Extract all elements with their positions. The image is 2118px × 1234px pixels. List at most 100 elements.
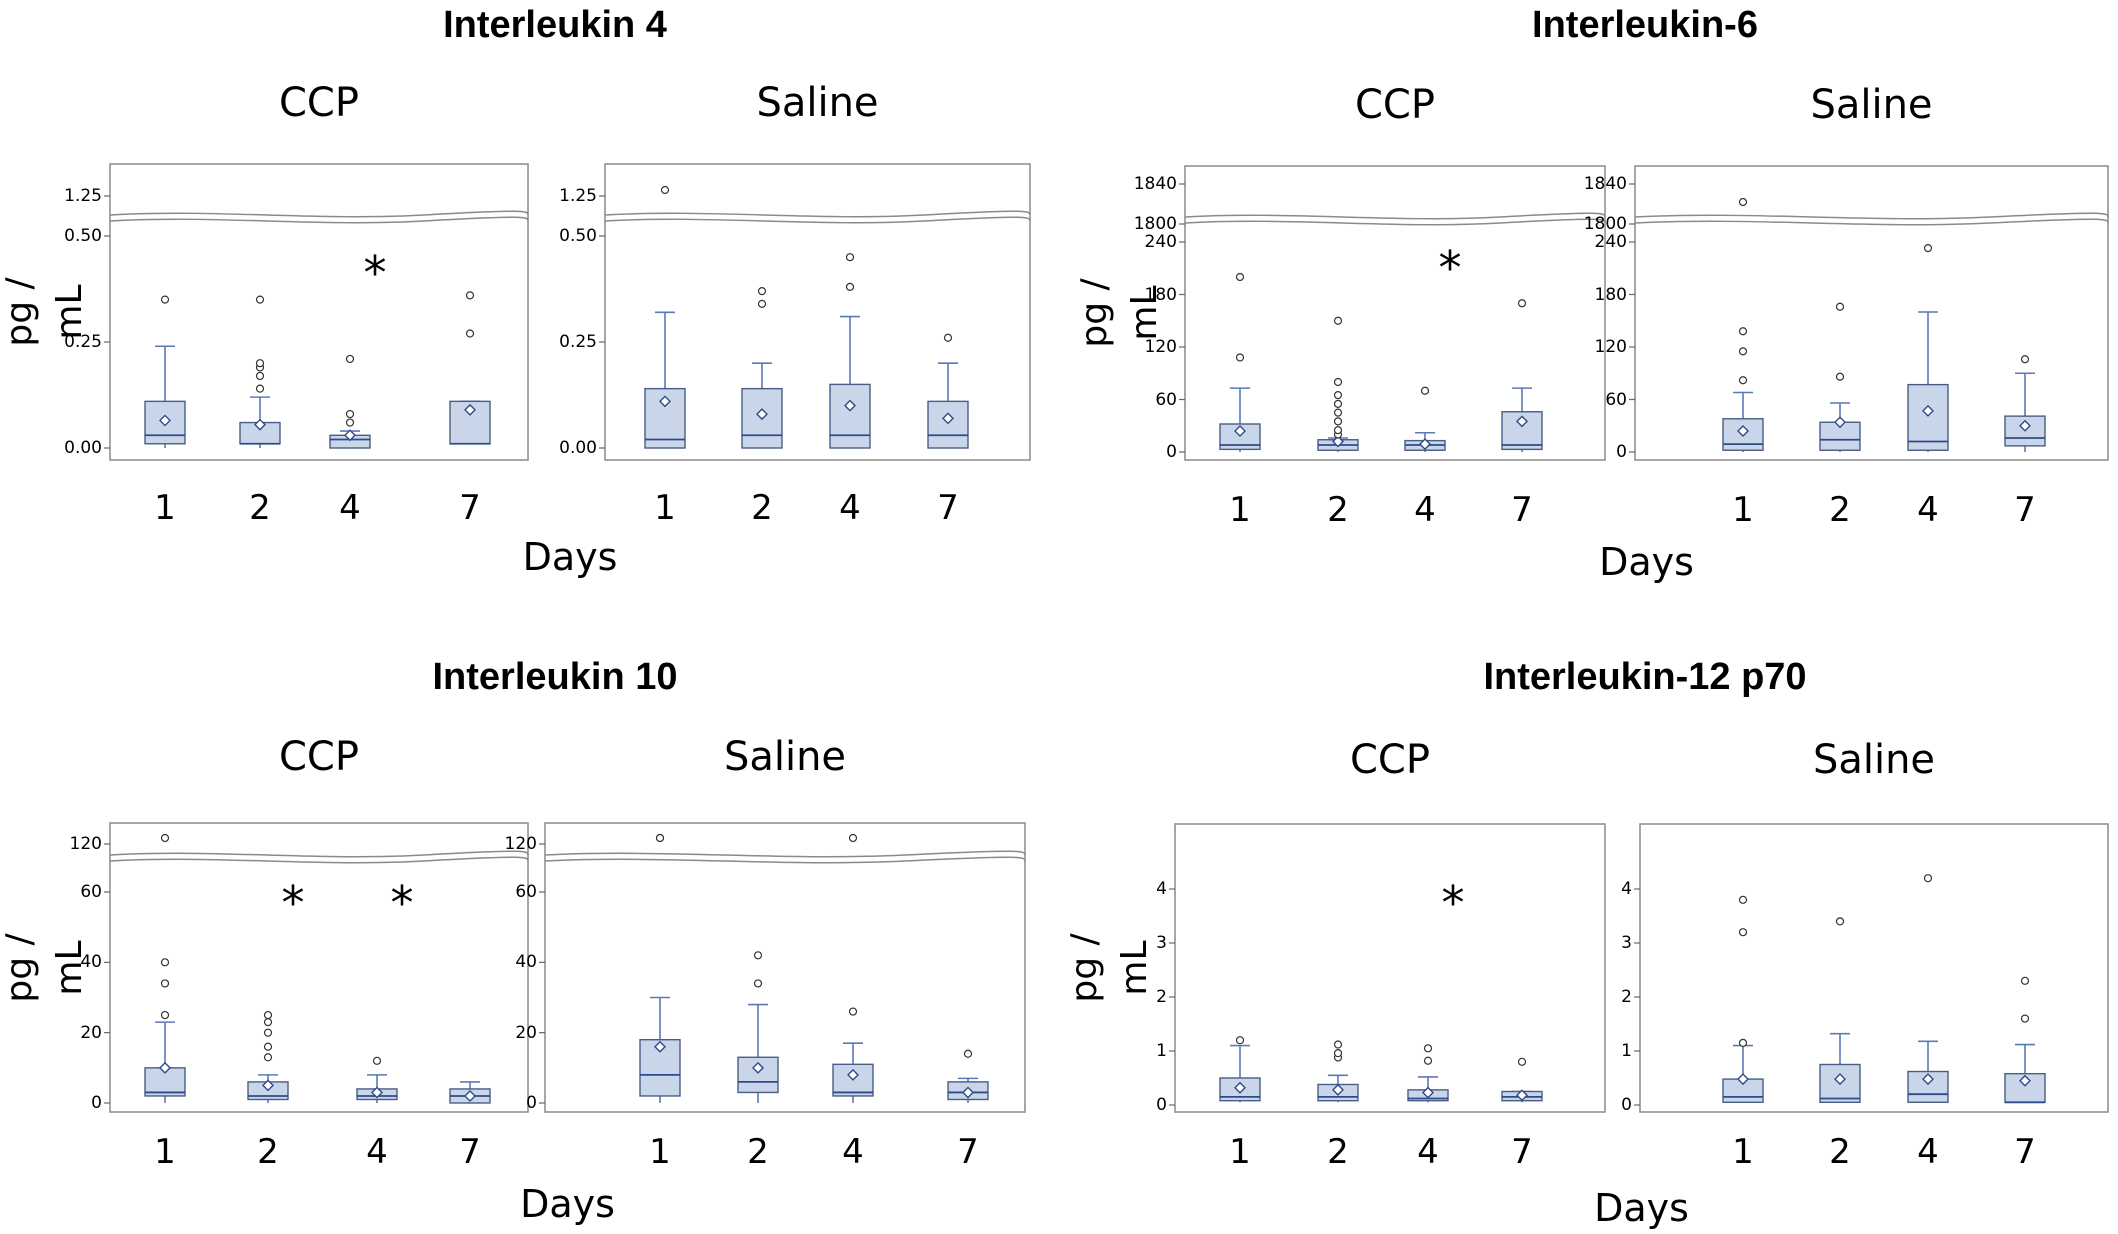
y-tick-label: 0 bbox=[1621, 1095, 1632, 1115]
mean-marker bbox=[1234, 425, 1246, 437]
significance-star: * bbox=[1438, 241, 1462, 295]
outlier-point bbox=[963, 1049, 973, 1058]
day-label: 1 bbox=[654, 488, 676, 528]
y-axis-label: pg / mL bbox=[1074, 278, 1165, 348]
box-4 bbox=[356, 1056, 398, 1103]
outlier-point bbox=[255, 371, 265, 381]
panel-frame bbox=[109, 822, 529, 1113]
mean-marker bbox=[159, 414, 171, 427]
axis-break-line bbox=[109, 850, 529, 858]
y-tick-label: 240 bbox=[1594, 232, 1627, 252]
outlier-point bbox=[2020, 976, 2030, 985]
box-7 bbox=[927, 333, 969, 449]
outlier-point bbox=[160, 958, 170, 967]
box-1 bbox=[644, 185, 686, 449]
outlier-point bbox=[1738, 895, 1748, 904]
chart-title: Interleukin 4 bbox=[443, 4, 667, 46]
outlier-point bbox=[160, 1010, 170, 1020]
outlier-point bbox=[345, 354, 355, 364]
box-2 bbox=[737, 951, 779, 1103]
day-label: 4 bbox=[1417, 1132, 1439, 1172]
mean-marker bbox=[1737, 425, 1749, 437]
box-2 bbox=[741, 287, 783, 449]
box-7 bbox=[1501, 1057, 1543, 1103]
outlier-point bbox=[1333, 391, 1343, 400]
day-label: 1 bbox=[1732, 1132, 1754, 1172]
mean-marker bbox=[254, 418, 266, 431]
mean-marker bbox=[659, 395, 671, 408]
y-tick-label: 180 bbox=[1594, 284, 1627, 305]
mean-marker bbox=[344, 429, 356, 442]
outlier-point bbox=[655, 833, 665, 843]
outlier-point bbox=[372, 1056, 382, 1065]
y-tick-label: 0 bbox=[526, 1093, 537, 1113]
outlier-point bbox=[263, 1053, 273, 1062]
outlier-point bbox=[1423, 1056, 1433, 1065]
mean-marker bbox=[1419, 438, 1431, 451]
box-7 bbox=[1501, 299, 1543, 452]
panel-title: CCP bbox=[279, 734, 359, 780]
panel-title: CCP bbox=[279, 80, 359, 126]
box-2 bbox=[1317, 1040, 1359, 1103]
y-tick-label: 120 bbox=[1594, 337, 1627, 357]
day-label: 2 bbox=[249, 488, 271, 528]
mean-marker bbox=[1737, 1073, 1749, 1086]
day-label: 4 bbox=[1917, 490, 1939, 530]
significance-star: * bbox=[363, 246, 387, 300]
panel-title: Saline bbox=[756, 80, 879, 126]
box-7 bbox=[449, 1081, 491, 1104]
outlier-point bbox=[1738, 376, 1748, 385]
panel-title: CCP bbox=[1355, 82, 1435, 128]
mean-marker bbox=[464, 1089, 476, 1102]
mean-marker bbox=[371, 1086, 383, 1099]
box-body bbox=[927, 400, 969, 449]
outlier-point bbox=[1333, 1049, 1343, 1058]
y-tick-label: 1 bbox=[1156, 1041, 1167, 1061]
day-label: 7 bbox=[1511, 1132, 1533, 1172]
significance-star: * bbox=[390, 876, 414, 930]
mean-marker bbox=[654, 1040, 666, 1053]
outlier-point bbox=[1333, 1040, 1343, 1049]
mean-marker bbox=[1834, 1073, 1846, 1086]
box-7 bbox=[449, 291, 491, 445]
y-tick-label: 40 bbox=[80, 952, 102, 973]
y-tick-label: 0.00 bbox=[64, 438, 102, 458]
outlier-point bbox=[1835, 372, 1845, 381]
axis-break-line bbox=[1634, 218, 2109, 226]
y-axis-label: pg / mL bbox=[1064, 933, 1155, 1003]
y-tick-label: 0.25 bbox=[559, 332, 597, 352]
y-tick-label: 120 bbox=[504, 834, 537, 854]
axis-break-line bbox=[109, 216, 529, 224]
box-4 bbox=[1407, 1044, 1449, 1103]
day-label: 2 bbox=[1829, 490, 1851, 530]
outlier-point bbox=[160, 979, 170, 988]
x-axis-label: Days bbox=[1599, 540, 1694, 584]
box-body bbox=[829, 383, 871, 449]
day-label: 1 bbox=[1229, 490, 1251, 530]
day-label: 1 bbox=[154, 488, 176, 528]
day-label: 4 bbox=[1917, 1132, 1939, 1172]
x-axis-label: Days bbox=[520, 1182, 615, 1226]
y-tick-label: 1.25 bbox=[559, 186, 597, 206]
significance-star: * bbox=[281, 876, 305, 930]
outlier-point bbox=[848, 833, 858, 843]
outlier-point bbox=[2020, 1014, 2030, 1023]
y-tick-label: 60 bbox=[1155, 389, 1177, 410]
outlier-point bbox=[1235, 272, 1245, 282]
mean-marker bbox=[756, 408, 768, 421]
outlier-point bbox=[1923, 244, 1933, 253]
day-label: 1 bbox=[1732, 490, 1754, 530]
outlier-point bbox=[1333, 408, 1343, 417]
y-tick-label: 0 bbox=[1166, 442, 1177, 462]
day-label: 1 bbox=[1229, 1132, 1251, 1172]
outlier-point bbox=[255, 295, 265, 304]
significance-star: * bbox=[1441, 876, 1465, 930]
y-tick-label: 1840 bbox=[1583, 174, 1627, 194]
box-7 bbox=[947, 1049, 989, 1103]
day-label: 2 bbox=[747, 1132, 769, 1172]
box-4 bbox=[1907, 874, 1949, 1104]
day-label: 7 bbox=[2014, 1132, 2036, 1172]
y-tick-label: 1800 bbox=[1133, 214, 1177, 234]
axis-break-line bbox=[544, 850, 1026, 858]
